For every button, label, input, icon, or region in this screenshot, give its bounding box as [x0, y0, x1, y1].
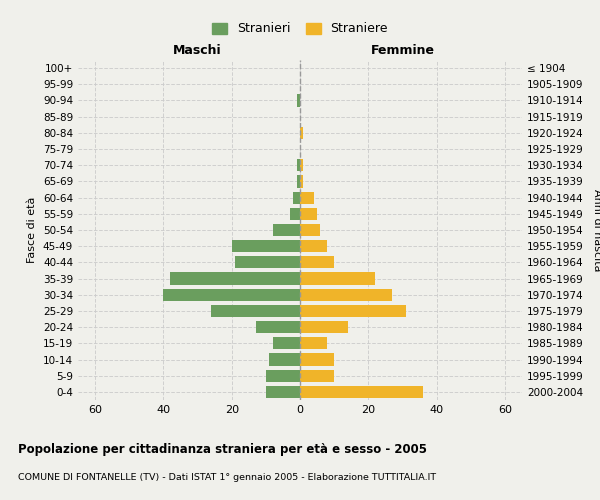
Text: Maschi: Maschi — [173, 44, 222, 57]
Bar — [300, 338, 328, 349]
Bar — [300, 305, 406, 317]
Y-axis label: Anni di nascita: Anni di nascita — [592, 188, 600, 271]
Y-axis label: Fasce di età: Fasce di età — [28, 197, 37, 263]
Bar — [269, 354, 300, 366]
Bar — [300, 386, 423, 398]
Bar — [300, 159, 304, 172]
Bar — [163, 288, 300, 301]
Legend: Stranieri, Straniere: Stranieri, Straniere — [208, 18, 392, 39]
Bar — [300, 272, 375, 284]
Bar — [300, 321, 348, 333]
Bar — [170, 272, 300, 284]
Bar — [266, 370, 300, 382]
Bar — [272, 338, 300, 349]
Bar — [232, 240, 300, 252]
Bar — [300, 208, 317, 220]
Bar — [300, 176, 304, 188]
Text: Femmine: Femmine — [370, 44, 434, 57]
Bar — [300, 370, 334, 382]
Bar — [211, 305, 300, 317]
Bar — [300, 224, 320, 236]
Bar — [296, 94, 300, 106]
Bar — [300, 256, 334, 268]
Text: Popolazione per cittadinanza straniera per età e sesso - 2005: Popolazione per cittadinanza straniera p… — [18, 442, 427, 456]
Bar — [290, 208, 300, 220]
Bar — [256, 321, 300, 333]
Bar — [266, 386, 300, 398]
Bar — [300, 288, 392, 301]
Bar — [235, 256, 300, 268]
Bar — [272, 224, 300, 236]
Bar — [296, 159, 300, 172]
Bar — [300, 240, 328, 252]
Bar — [300, 127, 304, 139]
Bar — [300, 354, 334, 366]
Bar — [293, 192, 300, 203]
Bar — [296, 176, 300, 188]
Bar — [300, 192, 314, 203]
Text: COMUNE DI FONTANELLE (TV) - Dati ISTAT 1° gennaio 2005 - Elaborazione TUTTITALIA: COMUNE DI FONTANELLE (TV) - Dati ISTAT 1… — [18, 472, 436, 482]
